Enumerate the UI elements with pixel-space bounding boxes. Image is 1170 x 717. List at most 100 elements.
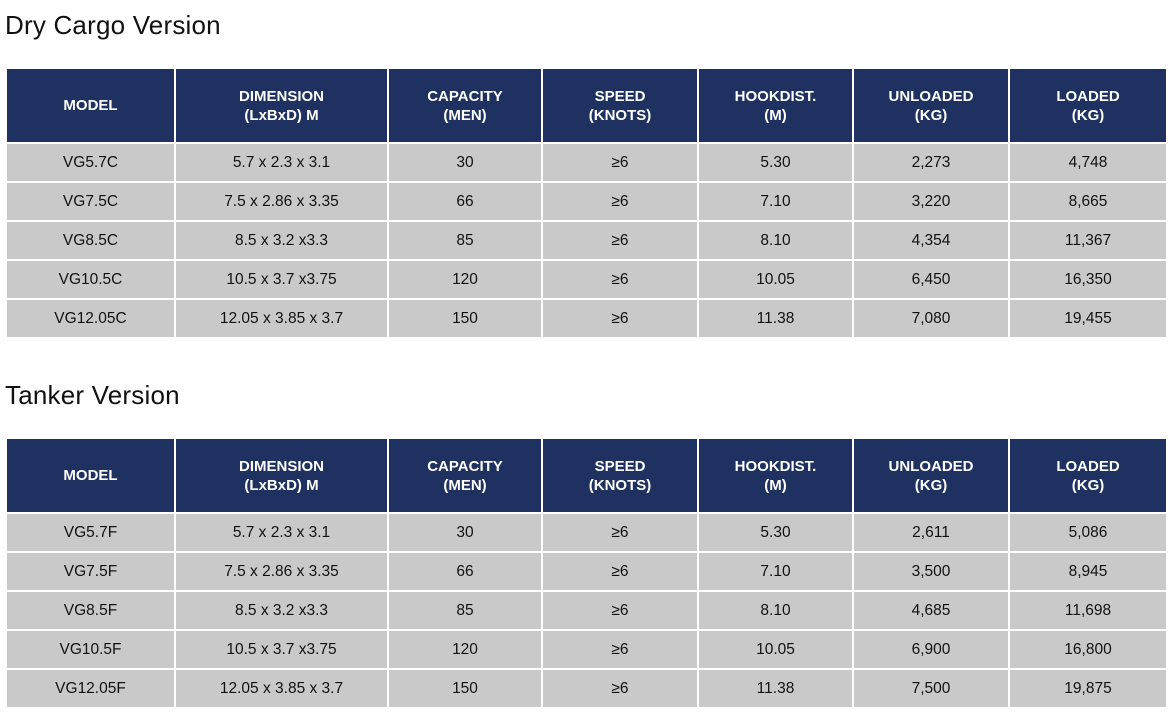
- data-row: VG7.5C 7.5 x 2.86 x 3.35 66 ≥6 7.10 3,220 8,66…: [7, 183, 1166, 220]
- data-cell: 5.30: [699, 514, 852, 551]
- data-cell: 7.5 x 2.86 x 3.35: [176, 183, 387, 220]
- data-cell: VG12.05F: [7, 670, 174, 707]
- data-cell: 6,900: [854, 631, 1008, 668]
- header-text: CAPACITY: [427, 87, 503, 105]
- data-cell: VG10.5C: [7, 261, 174, 298]
- data-row: VG8.5C 8.5 x 3.2 x3.3 85 ≥6 8.10 4,354 11,367: [7, 222, 1166, 259]
- header-text: CAPACITY: [427, 457, 503, 475]
- data-cell: 85: [389, 592, 541, 629]
- data-cell: ≥6: [543, 670, 697, 707]
- section-title: Tanker Version: [5, 380, 180, 410]
- data-cell: 85: [389, 222, 541, 259]
- header-text: LOADED: [1056, 87, 1120, 105]
- header-cell: UNLOADED (KG): [854, 69, 1008, 142]
- data-cell: 10.5 x 3.7 x3.75: [176, 261, 387, 298]
- table-header: MODEL DIMENSION (LxBxD) M CAPACITY (MEN) SPEE…: [7, 439, 1166, 512]
- data-cell: VG7.5C: [7, 183, 174, 220]
- header-cell: HOOKDIST. (M): [699, 439, 852, 512]
- data-row: VG8.5F 8.5 x 3.2 x3.3 85 ≥6 8.10 4,685 11,698: [7, 592, 1166, 629]
- data-cell: 7,500: [854, 670, 1008, 707]
- data-cell: VG5.7F: [7, 514, 174, 551]
- data-cell: 11,698: [1010, 592, 1166, 629]
- header-text: UNLOADED: [888, 457, 974, 475]
- data-cell: 3,220: [854, 183, 1008, 220]
- header-text: (KNOTS): [588, 476, 652, 494]
- data-row: VG10.5C 10.5 x 3.7 x3.75 120 ≥6 10.05 6,450 16…: [7, 261, 1166, 298]
- header-row: MODEL DIMENSION (LxBxD) M CAPACITY (MEN) SPEE…: [7, 439, 1166, 512]
- data-cell: 6,450: [854, 261, 1008, 298]
- data-row: VG7.5F 7.5 x 2.86 x 3.35 66 ≥6 7.10 3,500 8,94…: [7, 553, 1166, 590]
- table-body: VG5.7F 5.7 x 2.3 x 3.1 30 ≥6 5.30 2,611 5,086 V…: [7, 514, 1166, 707]
- data-cell: 11,367: [1010, 222, 1166, 259]
- data-cell: 7.10: [699, 183, 852, 220]
- header-cell: HOOKDIST. (M): [699, 69, 852, 142]
- data-cell: 120: [389, 261, 541, 298]
- data-cell: 4,354: [854, 222, 1008, 259]
- data-cell: 10.05: [699, 631, 852, 668]
- data-cell: VG8.5F: [7, 592, 174, 629]
- header-text: DIMENSION: [238, 87, 324, 105]
- data-cell: 30: [389, 514, 541, 551]
- header-text: (KG): [914, 106, 948, 124]
- data-cell: 7.5 x 2.86 x 3.35: [176, 553, 387, 590]
- header-text: HOOKDIST.: [734, 457, 817, 475]
- header-cell: LOADED (KG): [1010, 439, 1166, 512]
- data-cell: 66: [389, 553, 541, 590]
- data-cell: 4,748: [1010, 144, 1166, 181]
- data-cell: ≥6: [543, 514, 697, 551]
- data-cell: 120: [389, 631, 541, 668]
- data-cell: 12.05 x 3.85 x 3.7: [176, 670, 387, 707]
- data-cell: 11.38: [699, 300, 852, 337]
- data-cell: 16,800: [1010, 631, 1166, 668]
- header-cell: LOADED (KG): [1010, 69, 1166, 142]
- data-cell: 2,611: [854, 514, 1008, 551]
- table-body: VG5.7C 5.7 x 2.3 x 3.1 30 ≥6 5.30 2,273 4,748 V…: [7, 144, 1166, 337]
- data-cell: 8.10: [699, 592, 852, 629]
- data-cell: 12.05 x 3.85 x 3.7: [176, 300, 387, 337]
- data-cell: 16,350: [1010, 261, 1166, 298]
- header-text: (MEN): [443, 476, 487, 494]
- header-text: SPEED: [594, 87, 646, 105]
- header-text: (KNOTS): [588, 106, 652, 124]
- data-cell: 8.10: [699, 222, 852, 259]
- data-cell: 7.10: [699, 553, 852, 590]
- header-text: MODEL: [63, 97, 118, 114]
- data-cell: ≥6: [543, 222, 697, 259]
- data-row: VG12.05C 12.05 x 3.85 x 3.7 150 ≥6 11.38 7,08…: [7, 300, 1166, 337]
- data-cell: 10.05: [699, 261, 852, 298]
- data-cell: 8.5 x 3.2 x3.3: [176, 592, 387, 629]
- data-cell: 5,086: [1010, 514, 1166, 551]
- header-cell: CAPACITY (MEN): [389, 69, 541, 142]
- data-cell: 150: [389, 670, 541, 707]
- header-text: DIMENSION: [238, 457, 324, 475]
- section-title: Dry Cargo Version: [5, 10, 221, 40]
- header-text: (KG): [914, 476, 948, 494]
- data-cell: 5.7 x 2.3 x 3.1: [176, 144, 387, 181]
- header-text: HOOKDIST.: [734, 87, 817, 105]
- data-cell: 4,685: [854, 592, 1008, 629]
- header-text: SPEED: [594, 457, 646, 475]
- data-cell: 3,500: [854, 553, 1008, 590]
- data-row: VG5.7F 5.7 x 2.3 x 3.1 30 ≥6 5.30 2,611 5,086: [7, 514, 1166, 551]
- header-text: (KG): [1071, 476, 1105, 494]
- header-cell: DIMENSION (LxBxD) M: [176, 439, 387, 512]
- data-cell: 19,455: [1010, 300, 1166, 337]
- header-text: LOADED: [1056, 457, 1120, 475]
- header-cell: SPEED (KNOTS): [543, 69, 697, 142]
- data-cell: 150: [389, 300, 541, 337]
- header-cell: DIMENSION (LxBxD) M: [176, 69, 387, 142]
- header-text: (MEN): [443, 106, 487, 124]
- data-cell: 5.30: [699, 144, 852, 181]
- data-cell: ≥6: [543, 183, 697, 220]
- data-row: VG10.5F 10.5 x 3.7 x3.75 120 ≥6 10.05 6,900 16…: [7, 631, 1166, 668]
- header-text: (LxBxD) M: [244, 476, 319, 494]
- header-text: (KG): [1071, 106, 1105, 124]
- data-cell: 10.5 x 3.7 x3.75: [176, 631, 387, 668]
- data-cell: 5.7 x 2.3 x 3.1: [176, 514, 387, 551]
- data-cell: VG12.05C: [7, 300, 174, 337]
- spec-table: MODEL DIMENSION (LxBxD) M CAPACITY (MEN) SPEE…: [5, 437, 1168, 709]
- header-cell: CAPACITY (MEN): [389, 439, 541, 512]
- data-cell: VG7.5F: [7, 553, 174, 590]
- header-cell: MODEL: [7, 439, 174, 512]
- header-text: (M): [764, 106, 787, 124]
